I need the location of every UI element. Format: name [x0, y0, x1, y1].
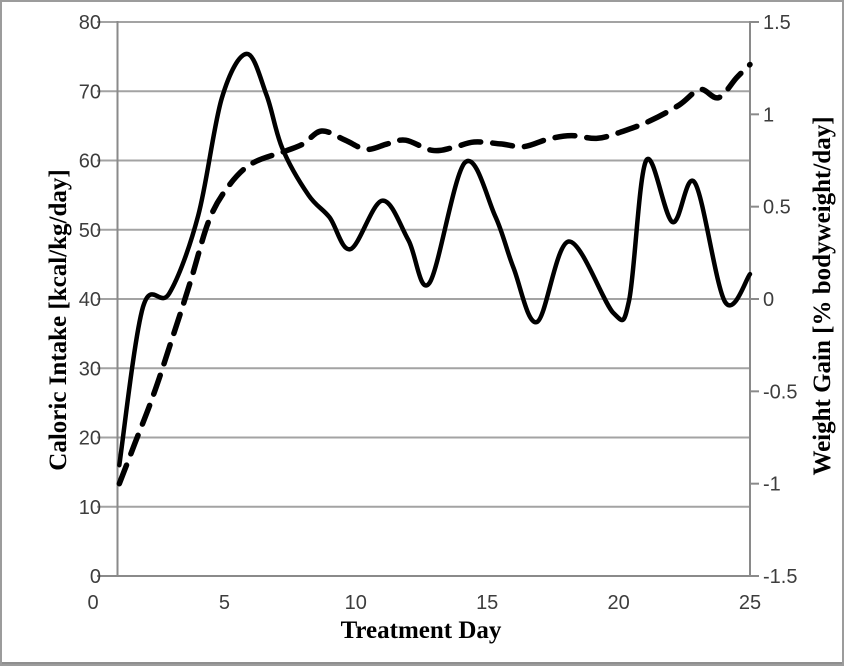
- left-axis-tick-label: 40: [79, 289, 101, 311]
- right-axis-tick-label: 0.5: [763, 197, 791, 219]
- x-axis-tick-label: 5: [219, 592, 230, 614]
- left-axis-tick-label: 60: [79, 151, 101, 173]
- right-axis-tick-label: -0.5: [763, 381, 797, 403]
- weight-gain-line: [116, 61, 753, 487]
- x-axis-tick-label: 15: [476, 592, 498, 614]
- left-axis-tick-label: 70: [79, 81, 101, 103]
- x-axis-tick-label: 20: [607, 592, 629, 614]
- left-axis-title: Caloric Intake [kcal/kg/day]: [45, 169, 72, 471]
- right-axis-title: Weight Gain [% bodyweight/day]: [809, 116, 836, 476]
- x-axis-tick-label: 25: [739, 592, 761, 614]
- x-axis-title: Treatment Day: [340, 617, 502, 644]
- right-axis-tick-label: 1.5: [763, 12, 791, 34]
- x-axis-tick-label: 0: [87, 592, 98, 614]
- left-axis-tick-label: 10: [79, 497, 101, 519]
- x-axis-tick-label: 10: [345, 592, 367, 614]
- left-axis-tick-label: 50: [79, 220, 101, 242]
- right-axis-tick-label: 0: [763, 289, 774, 311]
- right-axis-tick-label: 1: [763, 104, 774, 126]
- right-axis-tick-label: -1.5: [763, 566, 797, 588]
- left-axis-tick-label: 20: [79, 428, 101, 450]
- right-axis-tick-label: -1: [763, 474, 781, 496]
- left-axis-tick-label: 30: [79, 358, 101, 380]
- left-axis-tick-label: 0: [90, 566, 101, 588]
- left-axis-tick-label: 80: [79, 12, 101, 34]
- caloric-intake-line: [117, 51, 753, 468]
